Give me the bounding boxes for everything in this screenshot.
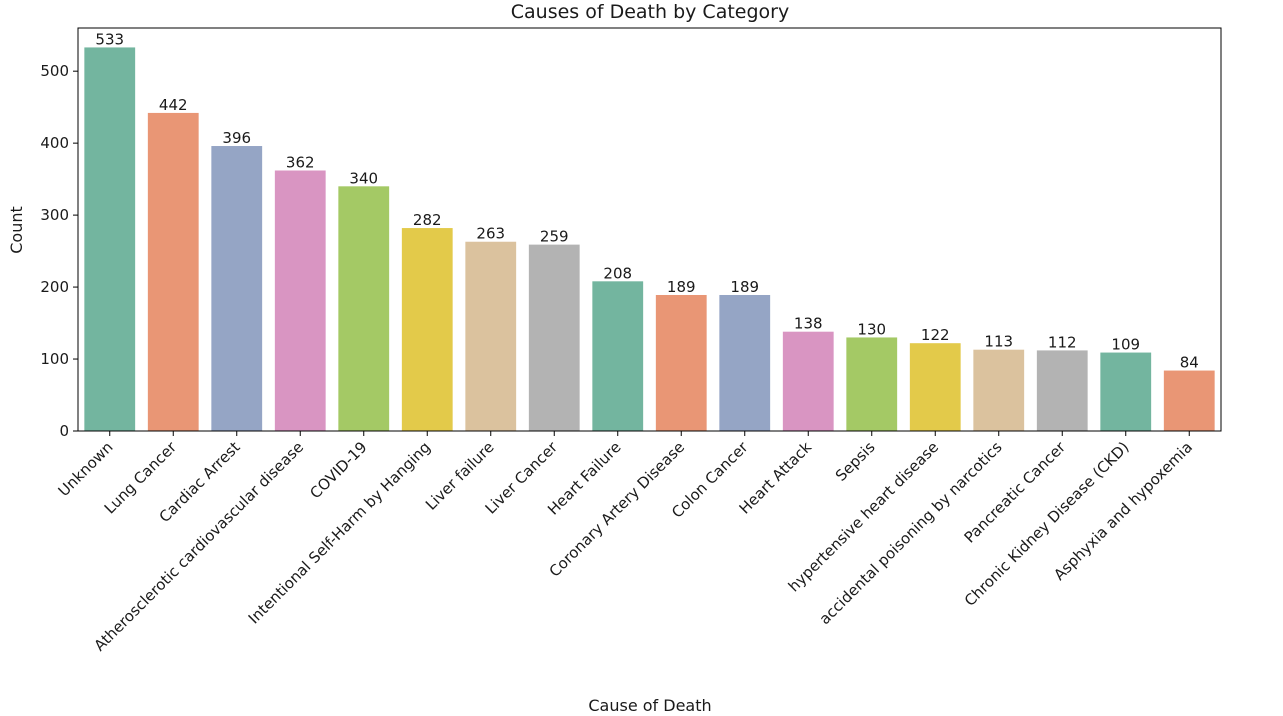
bar	[973, 349, 1025, 431]
bar-value-label: 208	[603, 264, 632, 282]
bar	[592, 281, 644, 431]
bar	[1100, 352, 1152, 431]
bar-value-label: 130	[857, 320, 886, 338]
bar-value-label: 442	[159, 96, 188, 114]
bar	[401, 228, 453, 431]
y-axis-label: Count	[7, 206, 26, 254]
plot-frame	[77, 27, 1222, 432]
y-axis-ticks: 0 100 200 300 400 500	[40, 62, 78, 440]
y-tick-label: 0	[59, 422, 69, 440]
bar-value-label: 109	[1111, 336, 1140, 354]
bar	[84, 47, 136, 431]
bar	[147, 112, 199, 432]
bar-value-label: 263	[476, 225, 505, 243]
bar	[655, 294, 707, 431]
bar	[338, 186, 390, 431]
y-tick-label: 500	[40, 62, 69, 80]
bar	[909, 343, 961, 431]
bar	[274, 170, 326, 431]
bar	[846, 337, 898, 431]
y-tick-label: 200	[40, 278, 69, 296]
x-tick-label: Unknown	[55, 438, 117, 500]
bar-value-label: 340	[349, 169, 378, 187]
y-tick-label: 300	[40, 206, 69, 224]
bar-value-label: 138	[794, 315, 823, 333]
bar-value-label: 396	[222, 129, 251, 147]
bar	[1163, 370, 1215, 431]
bar-value-label: 362	[286, 153, 315, 171]
x-axis-label: Cause of Death	[588, 696, 711, 715]
bar-value-label: 282	[413, 211, 442, 229]
bar-value-label: 112	[1048, 333, 1077, 351]
bar	[1036, 350, 1088, 431]
bars-group: 533 442 396 362 340 282 263 259 208 189 189 138 130 1…	[84, 30, 1215, 432]
y-tick-label: 400	[40, 134, 69, 152]
bar-value-label: 533	[95, 30, 124, 48]
bar	[719, 294, 771, 431]
bar	[782, 331, 834, 431]
bar-value-label: 113	[984, 333, 1013, 351]
bar-value-label: 122	[921, 326, 950, 344]
bar	[211, 146, 263, 431]
bar	[465, 241, 517, 431]
x-tick-label: Coronary Artery Disease	[546, 438, 689, 581]
chart-title: Causes of Death by Category	[511, 1, 789, 23]
bar-value-label: 259	[540, 228, 569, 246]
bar-value-label: 189	[667, 278, 696, 296]
x-tick-label: Sepsis	[832, 438, 879, 485]
bar-value-label: 189	[730, 278, 759, 296]
y-tick-label: 100	[40, 350, 69, 368]
x-tick-label: COVID-19	[306, 438, 370, 502]
bar	[528, 244, 580, 431]
bar-value-label: 84	[1180, 354, 1199, 372]
